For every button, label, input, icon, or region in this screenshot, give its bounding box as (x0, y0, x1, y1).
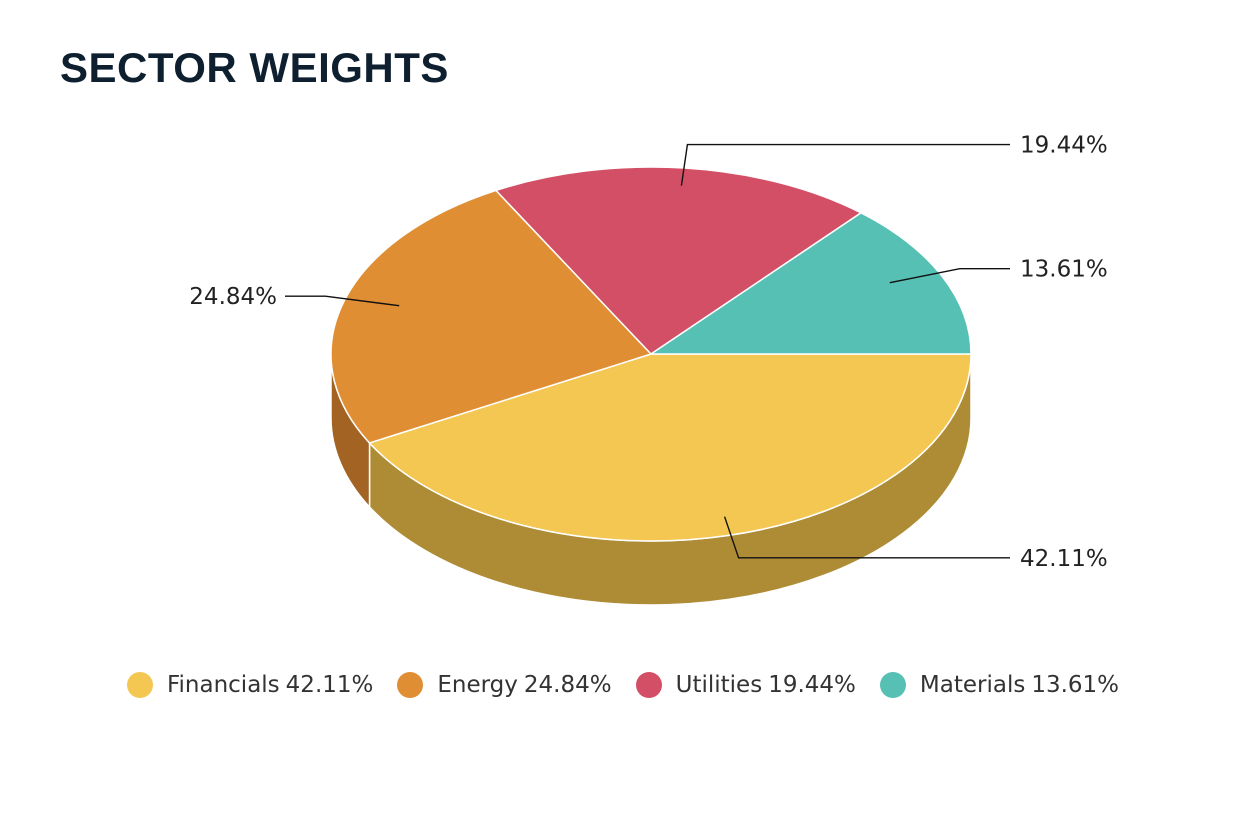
data-label-energy: 24.84% (189, 284, 277, 310)
legend: Financials 42.11% Energy 24.84% Utilitie… (0, 672, 1246, 698)
legend-swatch-utilities (635, 672, 662, 698)
leader-line-utilities (680, 143, 1010, 186)
leader-line-energy (285, 295, 400, 307)
legend-value-financials: 42.11% (285, 672, 374, 698)
legend-label-financials: Financials (166, 672, 280, 698)
pie-slice-financials[interactable] (368, 353, 972, 542)
legend-value-materials: 13.61% (1031, 672, 1120, 698)
leader-line-materials (889, 268, 1010, 284)
legend-value-utilities: 19.44% (768, 672, 856, 698)
pie-slice-energy[interactable] (330, 189, 652, 444)
data-label-financials: 42.11% (1020, 546, 1108, 572)
legend-item-energy[interactable]: Energy 24.84% (397, 672, 612, 698)
data-label-materials: 13.61% (1020, 257, 1108, 283)
legend-item-materials[interactable]: Materials 13.61% (879, 672, 1120, 698)
data-label-utilities: 19.44% (1020, 133, 1108, 159)
legend-swatch-materials (879, 672, 906, 698)
legend-swatch-financials (126, 672, 153, 698)
legend-item-financials[interactable]: Financials 42.11% (126, 672, 374, 698)
legend-label-energy: Energy (437, 672, 518, 698)
legend-label-utilities: Utilities (675, 672, 763, 698)
legend-label-materials: Materials (919, 672, 1026, 698)
chart-title: SECTOR WEIGHTS (60, 44, 449, 91)
pie-slice-materials[interactable] (650, 212, 972, 355)
legend-value-energy: 24.84% (523, 672, 612, 698)
leader-line-financials (723, 516, 1010, 559)
legend-swatch-energy (397, 672, 424, 698)
legend-item-utilities[interactable]: Utilities 19.44% (635, 672, 856, 698)
